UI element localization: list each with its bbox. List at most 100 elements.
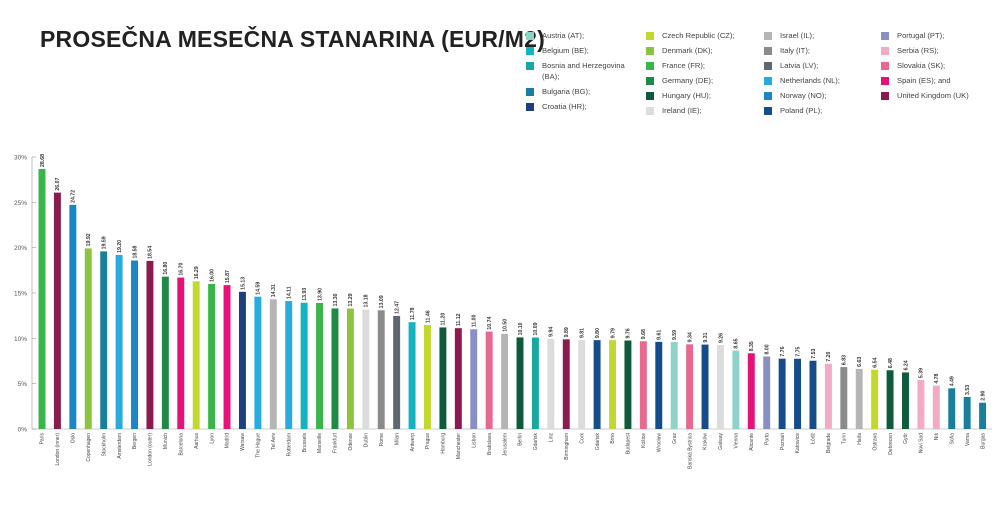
bar	[131, 260, 138, 429]
x-tick-label: Lisbon	[471, 433, 477, 448]
legend-item: Poland (PL);	[764, 105, 882, 116]
legend-swatch	[764, 92, 772, 100]
x-tick-label: Lyon	[209, 433, 215, 444]
legend-swatch	[646, 107, 654, 115]
data-label: 12.47	[394, 301, 400, 314]
bar	[778, 358, 786, 429]
bar	[547, 338, 555, 429]
data-label: 13.29	[348, 293, 354, 306]
data-label: 16.80	[163, 262, 169, 275]
legend-label: Slovakia (SK);	[897, 61, 946, 70]
bar	[146, 260, 154, 429]
bar	[732, 350, 740, 429]
data-label: 11.20	[441, 313, 447, 326]
data-label: 9.80	[595, 328, 601, 338]
data-label: 13.18	[364, 294, 370, 307]
legend-item: Belgium (BE);	[526, 45, 644, 56]
data-label: 7.76	[780, 346, 786, 356]
legend-label: Netherlands (NL);	[780, 76, 840, 85]
bar	[809, 360, 817, 429]
legend-label: Latvia (LV);	[780, 61, 819, 70]
legend-swatch	[526, 103, 534, 111]
legend-item: Israel (IL);	[764, 30, 882, 41]
x-tick-label: Łódź	[811, 433, 817, 444]
bar	[501, 333, 509, 429]
x-tick-label: Antwerp	[410, 433, 416, 452]
bar	[346, 308, 354, 429]
bar	[948, 388, 956, 429]
x-tick-label: Győr	[903, 433, 909, 444]
legend-label: Serbia (RS);	[897, 46, 939, 55]
bar	[53, 192, 61, 429]
data-label: 8.65	[734, 338, 740, 348]
x-tick-label: Amsterdam	[117, 433, 123, 459]
legend-column-2: Czech Republic (CZ); Denmark (DK); France …	[646, 30, 764, 120]
x-tick-label: Tel Aviv	[271, 433, 277, 450]
legend-swatch	[646, 62, 654, 70]
legend-label: Belgium (BE);	[542, 46, 589, 55]
data-label: 19.92	[86, 233, 92, 246]
data-label: 13.93	[302, 288, 308, 301]
bar	[177, 277, 185, 429]
data-label: 28.68	[40, 154, 46, 167]
x-tick-label: Košice	[641, 433, 647, 448]
data-label: 3.53	[965, 385, 971, 395]
data-label: 18.54	[148, 246, 154, 259]
x-tick-label: Novi Sad	[919, 433, 925, 454]
legend-label: Italy (IT);	[780, 46, 810, 55]
x-tick-label: Katowice	[795, 433, 801, 454]
legend-swatch	[764, 107, 772, 115]
legend-swatch	[646, 77, 654, 85]
legend-swatch	[526, 32, 534, 40]
legend-label: Bosnia and Herzegovina (BA);	[542, 61, 625, 81]
x-tick-label: Hamburg	[441, 433, 447, 454]
x-tick-label: Porto	[764, 433, 770, 445]
x-tick-label: Budapest	[626, 432, 632, 454]
data-label: 9.59	[672, 330, 678, 340]
bar	[393, 315, 401, 429]
legend-label: Czech Republic (CZ);	[662, 31, 735, 40]
legend-swatch	[881, 47, 889, 55]
bar	[824, 363, 832, 429]
legend-item: Italy (IT);	[764, 45, 882, 56]
bar	[516, 337, 524, 429]
legend-item: Portugal (PT);	[881, 30, 991, 41]
data-label: 4.78	[934, 373, 940, 383]
bar	[639, 341, 647, 429]
x-tick-label: Marseille	[317, 433, 323, 453]
x-tick-label: Gdańsk	[533, 433, 539, 451]
x-tick-label: Aarhus	[194, 433, 200, 449]
bar	[439, 327, 447, 429]
legend-column-4: Portugal (PT); Serbia (RS); Slovakia (SK);…	[881, 30, 991, 105]
x-tick-label: Brno	[610, 433, 616, 444]
bar	[408, 322, 416, 429]
x-tick-label: Cork	[579, 433, 585, 444]
bar	[115, 254, 123, 429]
bar	[362, 309, 370, 429]
data-label: 11.00	[472, 314, 478, 327]
bar	[716, 345, 724, 429]
x-tick-label: Bergen	[132, 433, 138, 449]
data-label: 19.20	[117, 240, 123, 253]
x-tick-label: Barcelona	[178, 433, 184, 456]
legend-item: Bosnia and Herzegovina (BA);	[526, 60, 644, 82]
legend-swatch	[881, 92, 889, 100]
x-tick-label: Paris	[40, 433, 46, 445]
x-tick-label: Wrocław	[656, 433, 662, 452]
x-tick-label: Banská Bystrica	[687, 433, 693, 469]
bar	[855, 368, 863, 429]
bar	[254, 296, 262, 429]
data-label: 9.31	[703, 332, 709, 342]
bar	[285, 301, 293, 429]
legend-label: Spain (ES); and	[897, 76, 951, 85]
y-tick-label: 25%	[14, 200, 27, 207]
legend-item: Netherlands (NL);	[764, 75, 882, 86]
data-label: 11.46	[425, 310, 431, 323]
data-label: 4.49	[950, 376, 956, 386]
bar	[300, 302, 308, 429]
x-tick-label: Sofia	[949, 433, 955, 445]
legend-swatch	[526, 47, 534, 55]
x-tick-label: Turin	[842, 433, 848, 444]
bar	[238, 291, 246, 429]
data-label: 9.79	[610, 328, 616, 338]
